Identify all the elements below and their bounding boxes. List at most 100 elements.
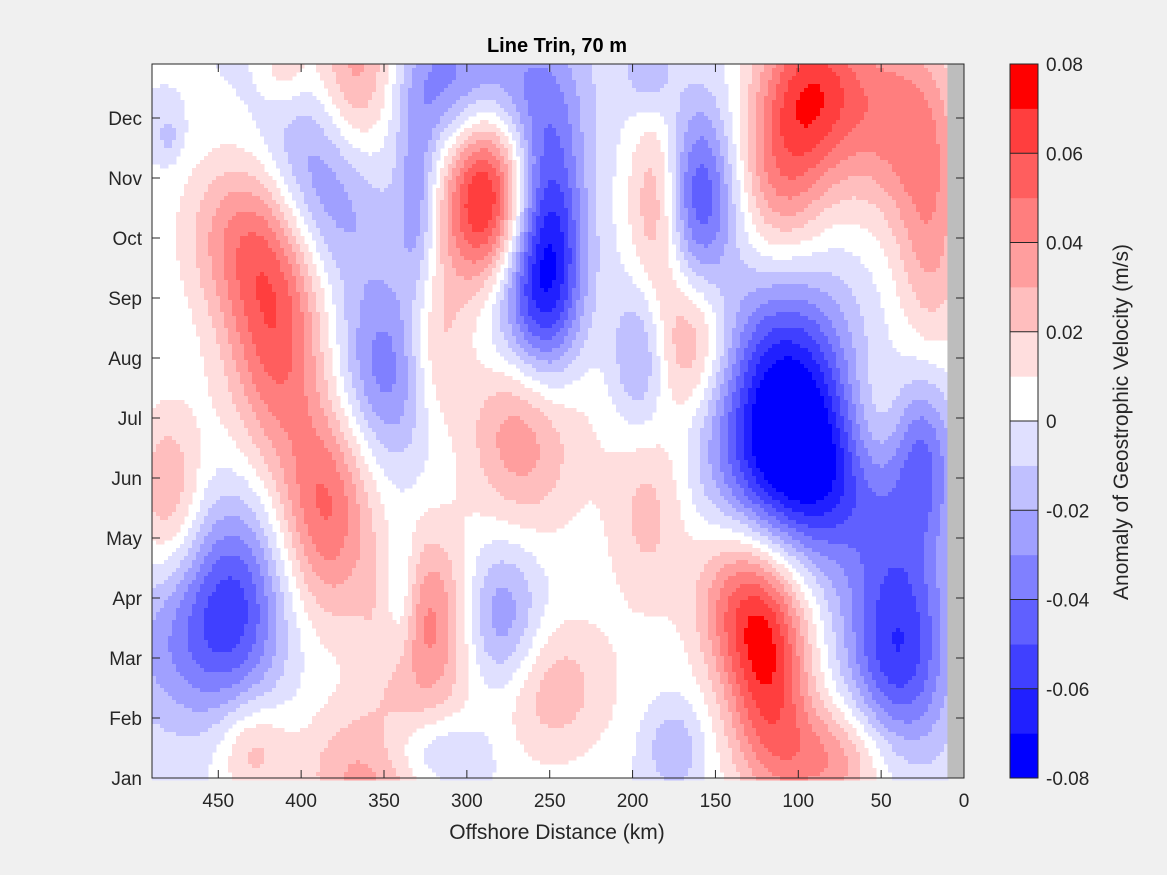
contour-cell: [820, 124, 825, 129]
contour-cell: [364, 72, 369, 77]
contour-cell: [336, 76, 341, 81]
contour-cell: [656, 76, 661, 81]
contour-cell: [920, 160, 925, 165]
contour-cell: [300, 100, 305, 105]
contour-cell: [604, 128, 609, 133]
contour-cell: [312, 160, 317, 165]
contour-cell: [932, 88, 937, 93]
contour-cell: [172, 92, 177, 97]
contour-cell: [712, 96, 717, 101]
contour-cell: [452, 76, 457, 81]
contour-cell: [648, 84, 653, 89]
contour-cell: [724, 164, 729, 169]
contour-cell: [176, 148, 181, 153]
contour-cell: [560, 172, 565, 177]
contour-cell: [420, 96, 425, 101]
contour-cell: [784, 116, 789, 121]
contour-cell: [776, 176, 781, 181]
contour-cell: [400, 116, 405, 121]
contour-cell: [756, 164, 761, 169]
contour-cell: [672, 108, 677, 113]
contour-cell: [484, 120, 489, 125]
contour-cell: [340, 164, 345, 169]
contour-cell: [564, 72, 569, 77]
contour-cell: [776, 140, 781, 145]
contour-cell: [896, 124, 901, 129]
contour-cell: [748, 180, 753, 185]
contour-cell: [644, 96, 649, 101]
contour-cell: [152, 92, 157, 97]
contour-cell: [916, 140, 921, 145]
contour-cell: [448, 68, 453, 73]
contour-cell: [344, 160, 349, 165]
contour-cell: [752, 92, 757, 97]
contour-cell: [744, 148, 749, 153]
contour-cell: [260, 100, 265, 105]
contour-cell: [572, 116, 577, 121]
contour-cell: [292, 156, 297, 161]
contour-cell: [476, 164, 481, 169]
contour-cell: [444, 80, 449, 85]
contour-cell: [696, 160, 701, 165]
contour-cell: [564, 176, 569, 181]
contour-cell: [252, 172, 257, 177]
contour-cell: [368, 108, 373, 113]
contour-cell: [320, 120, 325, 125]
contour-cell: [860, 172, 865, 177]
contour-cell: [748, 92, 753, 97]
contour-cell: [768, 88, 773, 93]
contour-cell: [928, 172, 933, 177]
contour-cell: [636, 108, 641, 113]
contour-cell: [928, 144, 933, 149]
contour-cell: [664, 64, 669, 69]
contour-cell: [276, 72, 281, 77]
contour-cell: [812, 136, 817, 141]
contour-cell: [816, 68, 821, 73]
contour-cell: [720, 144, 725, 149]
contour-cell: [700, 88, 705, 93]
contour-cell: [452, 168, 457, 173]
contour-cell: [340, 168, 345, 173]
contour-cell: [504, 88, 509, 93]
contour-cell: [720, 136, 725, 141]
contour-cell: [164, 84, 169, 89]
contour-cell: [416, 176, 421, 181]
contour-cell: [776, 180, 781, 185]
contour-cell: [296, 128, 301, 133]
contour-cell: [260, 96, 265, 101]
contour-cell: [900, 128, 905, 133]
contour-cell: [724, 168, 729, 173]
contour-cell: [840, 144, 845, 149]
contour-cell: [884, 100, 889, 105]
contour-cell: [556, 96, 561, 101]
contour-cell: [844, 136, 849, 141]
contour-cell: [296, 156, 301, 161]
contour-cell: [916, 152, 921, 157]
contour-cell: [852, 76, 857, 81]
contour-cell: [464, 80, 469, 85]
contour-cell: [688, 72, 693, 77]
contour-cell: [772, 64, 777, 69]
contour-cell: [400, 104, 405, 109]
contour-cell: [804, 164, 809, 169]
contour-cell: [532, 64, 537, 69]
contour-cell: [432, 168, 437, 173]
contour-cell: [904, 120, 909, 125]
contour-cell: [164, 104, 169, 109]
contour-cell: [336, 72, 341, 77]
contour-cell: [872, 116, 877, 121]
contour-cell: [940, 128, 945, 133]
contour-cell: [868, 156, 873, 161]
contour-cell: [504, 104, 509, 109]
contour-cell: [460, 148, 465, 153]
contour-cell: [940, 120, 945, 125]
contour-cell: [600, 100, 605, 105]
contour-cell: [760, 72, 765, 77]
contour-cell: [536, 88, 541, 93]
contour-cell: [740, 108, 745, 113]
contour-cell: [488, 64, 493, 69]
contour-cell: [276, 112, 281, 117]
contour-cell: [848, 124, 853, 129]
contour-cell: [636, 96, 641, 101]
contour-cell: [400, 152, 405, 157]
